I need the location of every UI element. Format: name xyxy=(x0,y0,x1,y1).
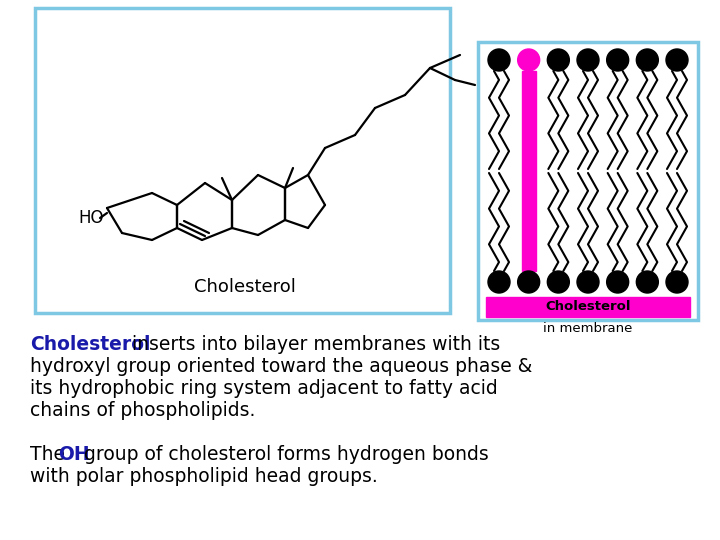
Bar xyxy=(522,71,536,271)
Text: chains of phospholipids.: chains of phospholipids. xyxy=(30,401,256,420)
Circle shape xyxy=(636,271,658,293)
Circle shape xyxy=(607,271,629,293)
Text: Cholesterol: Cholesterol xyxy=(30,335,150,354)
Bar xyxy=(35,8,450,313)
Circle shape xyxy=(488,49,510,71)
Text: Cholesterol: Cholesterol xyxy=(194,278,296,296)
Circle shape xyxy=(488,271,510,293)
Bar xyxy=(478,42,698,320)
Bar xyxy=(486,297,690,317)
Text: HO: HO xyxy=(78,209,104,227)
Text: with polar phospholipid head groups.: with polar phospholipid head groups. xyxy=(30,467,378,486)
Text: inserts into bilayer membranes with its: inserts into bilayer membranes with its xyxy=(126,335,500,354)
Text: OH: OH xyxy=(58,445,89,464)
Circle shape xyxy=(518,49,540,71)
Circle shape xyxy=(577,49,599,71)
Text: hydroxyl group oriented toward the aqueous phase &: hydroxyl group oriented toward the aqueo… xyxy=(30,357,532,376)
Circle shape xyxy=(666,49,688,71)
Circle shape xyxy=(577,271,599,293)
Circle shape xyxy=(547,49,570,71)
Text: group of cholesterol forms hydrogen bonds: group of cholesterol forms hydrogen bond… xyxy=(78,445,489,464)
Circle shape xyxy=(607,49,629,71)
Text: Cholesterol: Cholesterol xyxy=(545,300,631,314)
Circle shape xyxy=(666,271,688,293)
Text: in membrane: in membrane xyxy=(544,321,633,334)
Circle shape xyxy=(518,271,540,293)
Circle shape xyxy=(547,271,570,293)
Text: The: The xyxy=(30,445,71,464)
Text: its hydrophobic ring system adjacent to fatty acid: its hydrophobic ring system adjacent to … xyxy=(30,379,498,398)
Circle shape xyxy=(636,49,658,71)
